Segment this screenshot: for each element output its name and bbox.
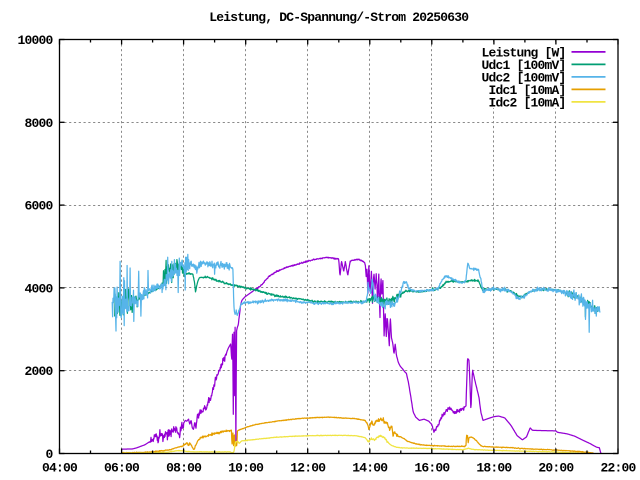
svg-text:16:00: 16:00 [414,461,450,476]
svg-text:22:00: 22:00 [600,461,636,476]
svg-text:0: 0 [45,447,53,462]
svg-text:4000: 4000 [24,281,53,296]
svg-text:10000: 10000 [17,33,53,48]
svg-text:8000: 8000 [24,116,53,131]
svg-text:Leistung, DC-Spannung/-Strom 2: Leistung, DC-Spannung/-Strom 20250630 [209,10,469,25]
svg-text:08:00: 08:00 [166,461,202,476]
svg-text:Leistung [W]: Leistung [W] [481,45,565,60]
svg-text:Udc1 [100mV]: Udc1 [100mV] [481,58,565,73]
svg-text:Idc2 [10mA]: Idc2 [10mA] [488,95,565,110]
svg-text:18:00: 18:00 [476,461,512,476]
svg-text:10:00: 10:00 [228,461,264,476]
svg-text:06:00: 06:00 [104,461,140,476]
svg-text:Idc1 [10mA]: Idc1 [10mA] [488,83,565,98]
svg-text:2000: 2000 [24,364,53,379]
svg-text:14:00: 14:00 [352,461,388,476]
svg-text:04:00: 04:00 [42,461,78,476]
svg-text:6000: 6000 [24,199,53,214]
svg-text:20:00: 20:00 [538,461,574,476]
svg-text:12:00: 12:00 [290,461,326,476]
svg-text:Udc2 [100mV]: Udc2 [100mV] [481,70,565,85]
